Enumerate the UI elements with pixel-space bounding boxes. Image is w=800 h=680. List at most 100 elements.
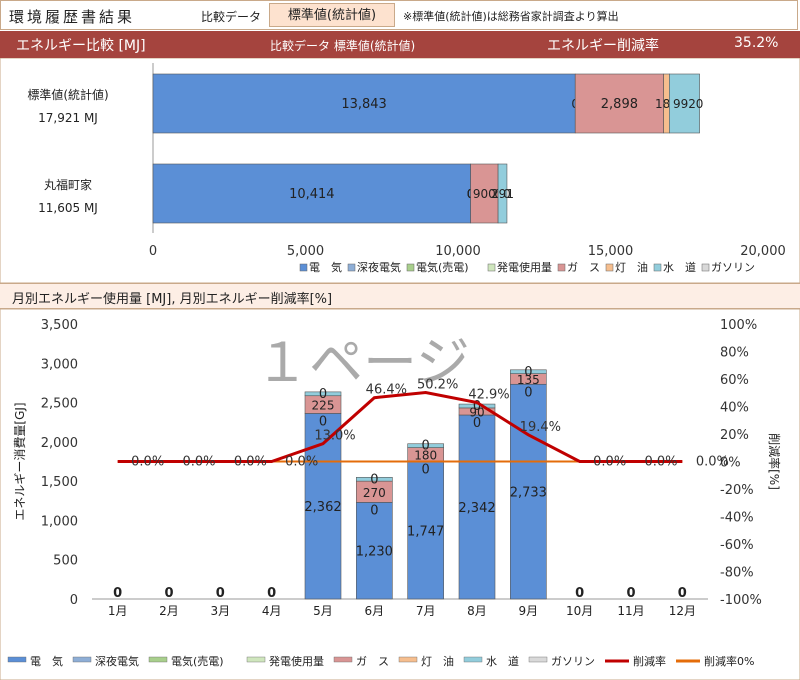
y2-tick-label: -80% bbox=[720, 566, 754, 581]
bar-segment-electric bbox=[152, 163, 471, 224]
line-data-label: 0.0% bbox=[131, 455, 164, 470]
category-total: 17,921 MJ bbox=[38, 111, 98, 125]
y-tick-label: 500 bbox=[53, 554, 78, 569]
y2-tick-label: 100% bbox=[720, 318, 757, 333]
bar-data-label: 0 bbox=[575, 586, 584, 601]
legend-label: ガ ス bbox=[567, 261, 600, 274]
y2-tick-label: -20% bbox=[720, 483, 754, 498]
bar-segment-water bbox=[407, 443, 444, 448]
y2-tick-label: 80% bbox=[720, 346, 749, 361]
bar-segment-water bbox=[497, 163, 508, 224]
bar-data-label: 0 bbox=[319, 414, 327, 429]
bar-segment-electric bbox=[458, 414, 496, 600]
bar-data-label: 180 bbox=[414, 449, 437, 463]
bar-data-label: 900 bbox=[473, 187, 496, 201]
energy-compare-title: エネルギー比較 [MJ] bbox=[16, 38, 146, 54]
report-title: 環境履歴書結果 bbox=[9, 8, 136, 26]
legend-swatch-gas bbox=[557, 263, 566, 272]
x-tick-label: 1月 bbox=[108, 604, 128, 618]
legend-label: 灯 油 bbox=[421, 654, 454, 668]
bar-data-label: 291 bbox=[491, 187, 514, 201]
x-tick-label: 6月 bbox=[365, 604, 385, 618]
category-total: 11,605 MJ bbox=[38, 201, 98, 215]
bar-data-label: 2,733 bbox=[510, 486, 547, 501]
bar-data-label: 0 bbox=[422, 439, 430, 454]
bar-data-label: 0 bbox=[524, 365, 532, 380]
legend-label: 電 気 bbox=[309, 260, 342, 274]
legend-label: 水 道 bbox=[663, 260, 696, 274]
bar-data-label: 225 bbox=[312, 399, 335, 413]
legend-swatch-water bbox=[463, 656, 483, 663]
y2-tick-label: -100% bbox=[720, 593, 762, 608]
y2-axis-title: 削減率[%] bbox=[767, 433, 782, 490]
legend-swatch-kerosene bbox=[398, 656, 418, 663]
x-tick-label: 7月 bbox=[416, 604, 436, 618]
compare-data-label: 比較データ bbox=[201, 10, 262, 24]
y-axis-title: エネルギー消費量[GJ] bbox=[12, 402, 27, 520]
legend-label: 電 気 bbox=[30, 654, 63, 668]
legend-swatch-sold bbox=[406, 263, 415, 272]
category-label: 標準値(統計値) bbox=[27, 87, 108, 102]
bar-segment-water bbox=[669, 73, 700, 134]
legend-swatch-sold bbox=[148, 656, 168, 663]
legend-swatch-night bbox=[347, 263, 356, 272]
line-data-label: 46.4% bbox=[366, 383, 407, 398]
bar-data-label: 0 bbox=[678, 586, 687, 601]
bar-segment-electric bbox=[356, 502, 393, 600]
bar-data-label: 0 bbox=[267, 586, 276, 601]
y2-tick-label: 20% bbox=[720, 428, 749, 443]
line-data-label: 19.4% bbox=[520, 420, 561, 435]
line-data-label: 0.0% bbox=[644, 455, 677, 470]
y2-tick-label: 60% bbox=[720, 373, 749, 388]
bar-segment-electric bbox=[407, 461, 444, 600]
legend-swatch-night bbox=[72, 656, 92, 663]
bar-data-label: 0 bbox=[473, 416, 481, 431]
legend-label: 発電使用量 bbox=[497, 260, 552, 274]
monthly-header: 月別エネルギー使用量 [MJ], 月別エネルギー削減率[%] bbox=[0, 283, 800, 309]
legend-swatch-gen bbox=[246, 656, 266, 663]
legend-label: 削減率 bbox=[633, 654, 666, 668]
bar-data-label: 0 bbox=[216, 586, 225, 601]
watermark: １ページ bbox=[255, 331, 470, 394]
legend-label: ガ ス bbox=[356, 655, 389, 668]
y-tick-label: 2,500 bbox=[41, 397, 78, 412]
legend-swatch-kerosene bbox=[605, 263, 614, 272]
legend-label: 発電使用量 bbox=[269, 654, 324, 668]
energy-compare-subtitle: 比較データ 標準値(統計値) bbox=[270, 39, 416, 53]
x-tick-label: 8月 bbox=[467, 604, 487, 618]
x-tick-label: 2月 bbox=[159, 604, 179, 618]
legend-label: 深夜電気 bbox=[95, 654, 139, 668]
line-data-label: 0.0% bbox=[234, 455, 267, 470]
line-data-label: 0.0% bbox=[285, 455, 318, 470]
y-tick-label: 2,000 bbox=[41, 436, 78, 451]
bar-data-label: 0 bbox=[319, 387, 327, 402]
legend-label: 削減率0% bbox=[704, 654, 754, 668]
bar-data-label: 0 bbox=[503, 187, 511, 201]
line-data-label: 0.0% bbox=[593, 455, 626, 470]
line-data-label: 0.0% bbox=[696, 455, 729, 470]
legend-swatch-gen bbox=[487, 263, 496, 272]
line-data-label: 42.9% bbox=[468, 388, 509, 403]
y-tick-label: 3,000 bbox=[41, 357, 78, 372]
legend-label: 水 道 bbox=[486, 654, 519, 668]
y2-tick-label: -40% bbox=[720, 511, 754, 526]
y-tick-label: 1,500 bbox=[41, 475, 78, 490]
line-data-label: 13.0% bbox=[314, 429, 355, 444]
compare-data-select[interactable]: 標準値(統計値) bbox=[269, 3, 395, 27]
bar-segment-gas bbox=[574, 73, 664, 134]
monthly-energy-chart: １ページ05001,0001,5002,0002,5003,0003,500-1… bbox=[0, 309, 800, 680]
legend-swatch-water bbox=[653, 263, 662, 272]
x-tick-label: 4月 bbox=[262, 604, 282, 618]
bar-data-label: 0 bbox=[473, 399, 481, 414]
bar-data-label: 135 bbox=[517, 373, 540, 387]
legend-label: 灯 油 bbox=[615, 260, 648, 274]
bar-data-label: 0 bbox=[113, 586, 122, 601]
legend-label: 電気(売電) bbox=[416, 260, 469, 274]
bar-data-label: 0 bbox=[164, 586, 173, 601]
line-data-label: 50.2% bbox=[417, 377, 458, 392]
x-tick-label: 10,000 bbox=[435, 244, 481, 259]
y2-tick-label: 0% bbox=[720, 456, 741, 471]
legend-label: ガソリン bbox=[711, 261, 755, 274]
energy-compare-chart: 0 5,000 10,000 15,000 20,000 標準値(統計値) 17,921 M… bbox=[0, 58, 800, 283]
bar-data-label: 10,414 bbox=[289, 187, 335, 202]
